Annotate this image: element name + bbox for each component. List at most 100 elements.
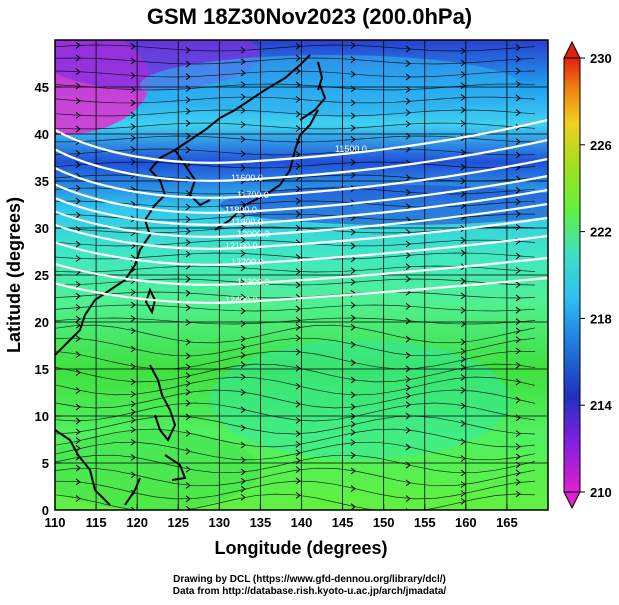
wind-arrow <box>515 55 521 63</box>
wind-arrow <box>295 382 301 390</box>
wind-arrow <box>185 250 191 258</box>
wind-arrow <box>295 334 301 342</box>
wind-arrow <box>460 386 466 394</box>
wind-arrow <box>185 380 191 387</box>
wind-arrow <box>405 401 411 409</box>
wind-arrow <box>295 348 301 356</box>
wind-arrow <box>75 369 81 376</box>
streamline <box>55 122 536 130</box>
lat-tick-label: 15 <box>35 362 49 377</box>
wind-arrow <box>405 120 411 128</box>
wind-arrow <box>240 493 246 501</box>
wind-arrow <box>295 466 301 474</box>
wind-arrow <box>75 428 81 436</box>
wind-arrow <box>405 240 411 248</box>
wind-arrow <box>240 468 246 476</box>
wind-arrow <box>185 275 191 283</box>
wind-arrow <box>75 464 81 472</box>
wind-arrow <box>240 264 246 272</box>
wind-arrow <box>350 314 356 322</box>
wind-arrow <box>240 93 246 101</box>
wind-arrow <box>185 203 191 211</box>
wind-arrow <box>185 146 191 154</box>
wind-arrow <box>130 327 136 335</box>
wind-arrow <box>350 56 356 63</box>
wind-arrow <box>240 320 246 328</box>
wind-arrow <box>295 305 301 313</box>
wind-arrow <box>350 412 356 420</box>
wind-arrow <box>130 471 136 479</box>
wind-arrow <box>295 224 301 232</box>
streamline <box>55 350 536 370</box>
wind-arrow <box>405 188 411 196</box>
streamline <box>55 161 536 169</box>
wind-arrow <box>295 110 301 118</box>
contour-label: 12300.0 <box>237 277 270 287</box>
colorbar-tick-label: 214 <box>590 398 612 413</box>
wind-arrow <box>240 343 246 351</box>
wind-arrow <box>460 306 466 314</box>
colorbar-tick-label: 210 <box>590 485 612 500</box>
wind-arrow <box>460 320 466 328</box>
wind-arrow <box>75 495 81 502</box>
streamline <box>55 148 536 156</box>
wind-arrow <box>515 478 521 486</box>
streamline <box>55 402 536 422</box>
colorbar-max-arrow <box>563 40 581 59</box>
wind-arrow <box>295 416 301 424</box>
wind-arrow <box>185 46 191 54</box>
streamline <box>55 337 536 357</box>
wind-arrow <box>240 164 246 172</box>
colorbar <box>563 40 581 510</box>
wind-arrow <box>515 151 521 159</box>
streamline <box>55 265 536 273</box>
streamline <box>55 96 536 104</box>
wind-arrow <box>515 223 521 231</box>
wind-arrow <box>75 211 81 219</box>
wind-arrow <box>295 457 301 465</box>
wind-arrow <box>130 301 136 309</box>
contour-line <box>55 188 548 226</box>
wind-arrow <box>130 390 136 398</box>
wind-arrow <box>405 203 411 211</box>
contour-label: 11800.0 <box>225 205 257 215</box>
wind-arrow <box>240 361 246 369</box>
wind-arrow <box>460 292 466 300</box>
wind-arrow <box>240 441 246 449</box>
contour-label: 11700.0 <box>237 190 269 200</box>
wind-arrow <box>75 445 81 452</box>
wind-arrow <box>240 485 246 493</box>
wind-arrow <box>75 41 81 49</box>
wind-arrow <box>185 119 191 127</box>
contour-label: 11900.0 <box>231 217 263 227</box>
wind-arrow <box>240 307 246 315</box>
wind-arrow <box>295 400 301 408</box>
wind-arrow <box>75 240 81 248</box>
wind-arrow <box>405 174 411 182</box>
wind-arrow <box>240 456 246 464</box>
wind-arrow <box>515 138 521 146</box>
wind-arrow <box>405 263 411 271</box>
wind-arrow <box>75 150 81 157</box>
wind-arrow <box>350 136 356 143</box>
wind-arrow <box>405 384 411 392</box>
lon-tick-label: 145 <box>332 515 354 530</box>
wind-arrow <box>130 111 136 119</box>
wind-arrow <box>405 317 411 325</box>
wind-arrow <box>185 495 191 503</box>
wind-arrow <box>460 177 466 185</box>
lon-tick-label: 115 <box>86 515 107 530</box>
wind-arrow <box>185 465 191 473</box>
wind-arrow <box>405 392 411 400</box>
wind-arrow <box>460 402 466 410</box>
wind-arrow <box>515 430 521 438</box>
wind-arrow <box>295 316 301 324</box>
contour-line <box>55 234 548 266</box>
wind-arrow <box>240 189 246 197</box>
wind-arrow <box>405 275 411 283</box>
wind-arrow <box>405 302 411 310</box>
lon-tick-label: 165 <box>496 515 518 530</box>
wind-arrow <box>130 86 136 94</box>
contour-label: 12400.0 <box>225 295 258 305</box>
